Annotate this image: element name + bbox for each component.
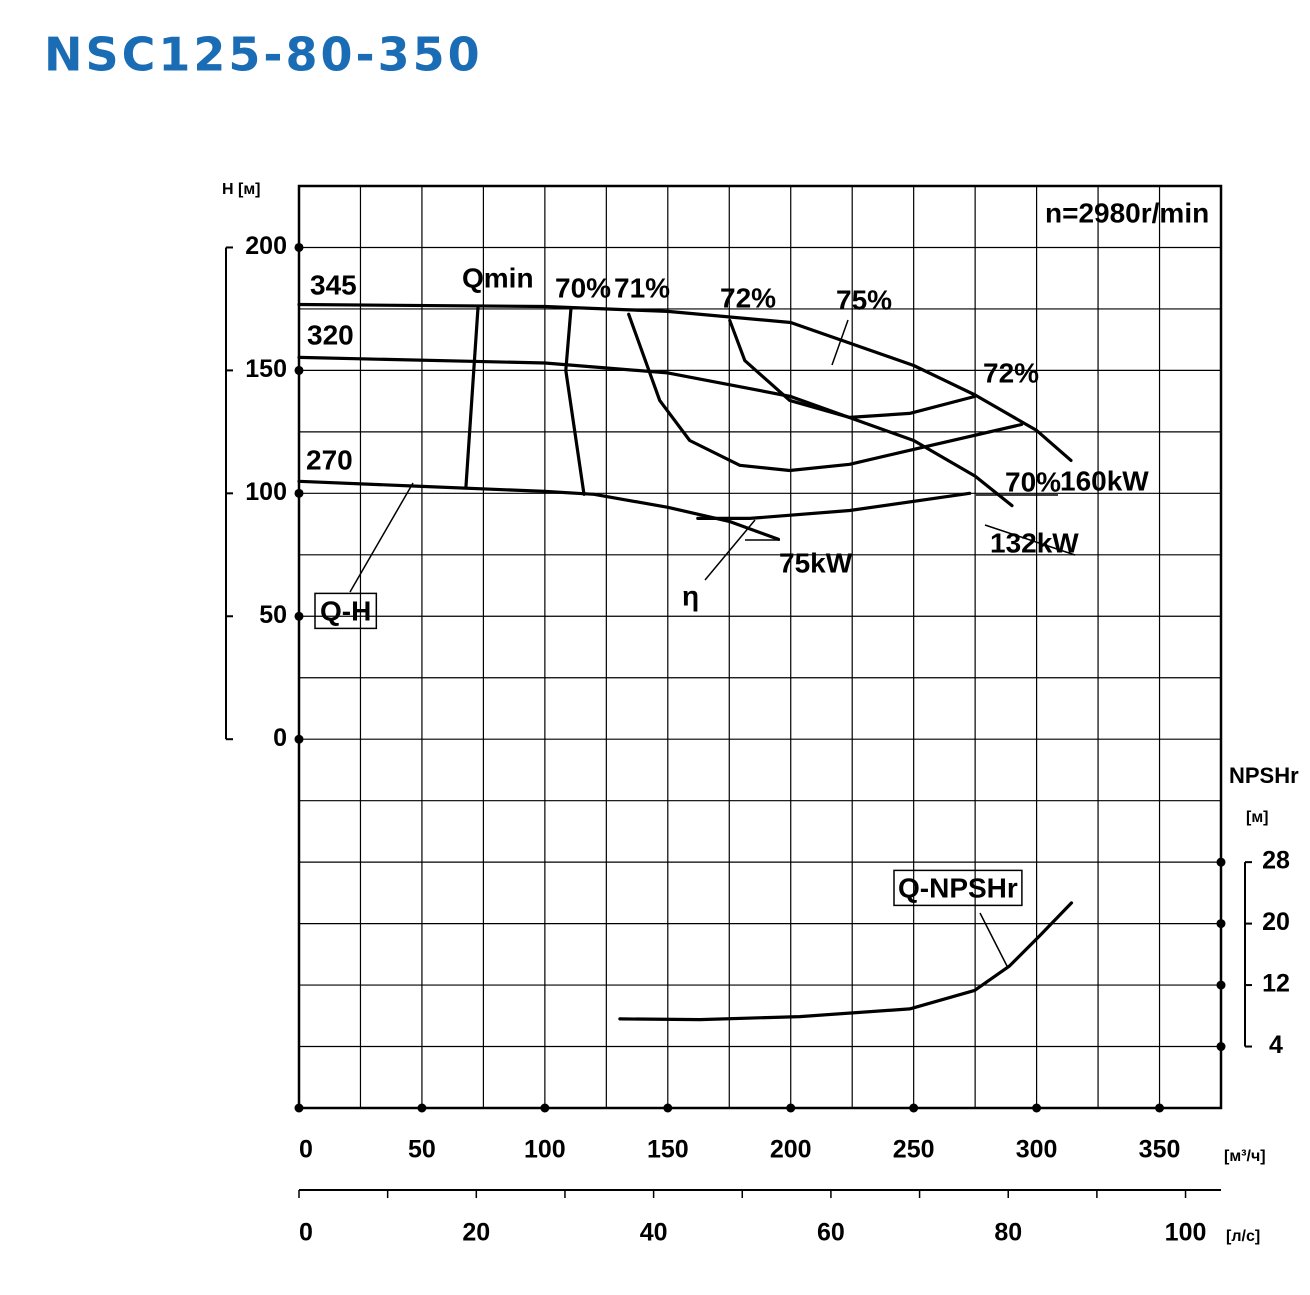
curve-label: Q-NPSHr [898,872,1018,903]
x-tick-label: 0 [299,1136,313,1164]
x-tick-label: 50 [408,1136,436,1164]
x-tick-label: 200 [770,1136,812,1164]
curve-label: 320 [307,319,354,350]
y-tick-dot [294,611,304,621]
annotation: 75kW [779,547,853,578]
curve-label: 345 [310,269,357,300]
curve [564,307,972,520]
x-tick-label: 250 [893,1136,935,1164]
y2-tick-dot [1216,980,1226,990]
leader-line [979,912,1009,969]
x-tick-dot [909,1103,919,1113]
y2-tick-dot [1216,1042,1226,1052]
curve [627,312,1024,473]
y-tick-label: 0 [273,724,287,752]
x-tick-label: 150 [647,1136,689,1164]
leader-line [831,319,849,366]
y2-tick-label: 20 [1262,908,1290,936]
annotation: 160kW [1060,465,1149,496]
x-axis-label: [м³/ч] [1224,1148,1266,1165]
curve-label: 70% [555,272,611,303]
x-tick-dot [417,1103,427,1113]
leader-line [349,482,414,593]
x-tick-label: 100 [524,1136,566,1164]
curve [297,355,1014,508]
x-tick-dot [294,1103,304,1113]
x-tick-dot [1032,1103,1042,1113]
curve-label: Qmin [462,262,534,293]
y2-tick-dot [1216,919,1226,929]
x-tick-dot [786,1103,796,1113]
x2-tick-label: 40 [640,1219,668,1247]
annotation: n=2980r/min [1045,197,1209,228]
curve-label: 71% [614,272,670,303]
y2-axis-label: NPSHr [1229,763,1299,788]
y2-tick-label: 12 [1262,970,1290,998]
x-tick-dot [540,1103,550,1113]
annotation: η [682,580,699,611]
curve-label: 72% [720,282,776,313]
curve-label: 72% [983,357,1039,388]
y2-tick-label: 28 [1262,847,1290,875]
annotation: Q-H [320,595,371,626]
y-tick-label: 150 [245,355,287,383]
x-tick-dot [663,1103,673,1113]
label-box [893,869,1023,907]
y-axis-label: H [м] [222,181,261,198]
x2-tick-label: 0 [299,1219,313,1247]
x2-tick-label: 100 [1165,1219,1207,1247]
y-tick-dot [294,365,304,375]
y-tick-label: 50 [259,601,287,629]
x2-tick-label: 60 [817,1219,845,1247]
x-tick-dot [1155,1103,1165,1113]
curve [728,318,977,419]
x-tick-label: 300 [1016,1136,1058,1164]
curve [464,305,480,489]
x2-axis-label: [л/с] [1226,1228,1260,1245]
y-tick-dot [294,242,304,252]
y-tick-dot [294,488,304,498]
annotation: 75% [836,284,892,315]
leader-line [704,519,756,581]
curve-label: 70% [1005,466,1061,497]
x2-tick-label: 80 [994,1219,1022,1247]
y2-tick-dot [1216,857,1226,867]
curve-label: 270 [306,444,353,475]
plot-frame [297,184,1223,1110]
label-box [314,592,378,630]
curve [297,479,780,541]
chart-title: NSC125-80-350 [44,28,483,82]
curve [618,901,1074,1022]
leader-line [984,524,1076,556]
annotation: 132kW [990,527,1079,558]
x2-tick-label: 20 [462,1219,490,1247]
x-tick-label: 350 [1139,1136,1181,1164]
y2-tick-label: 4 [1269,1031,1283,1059]
y2-axis-unit: [м] [1246,809,1269,826]
curve [297,302,1073,462]
y-tick-label: 100 [245,478,287,506]
y-tick-dot [294,734,304,744]
y-tick-label: 200 [245,232,287,260]
